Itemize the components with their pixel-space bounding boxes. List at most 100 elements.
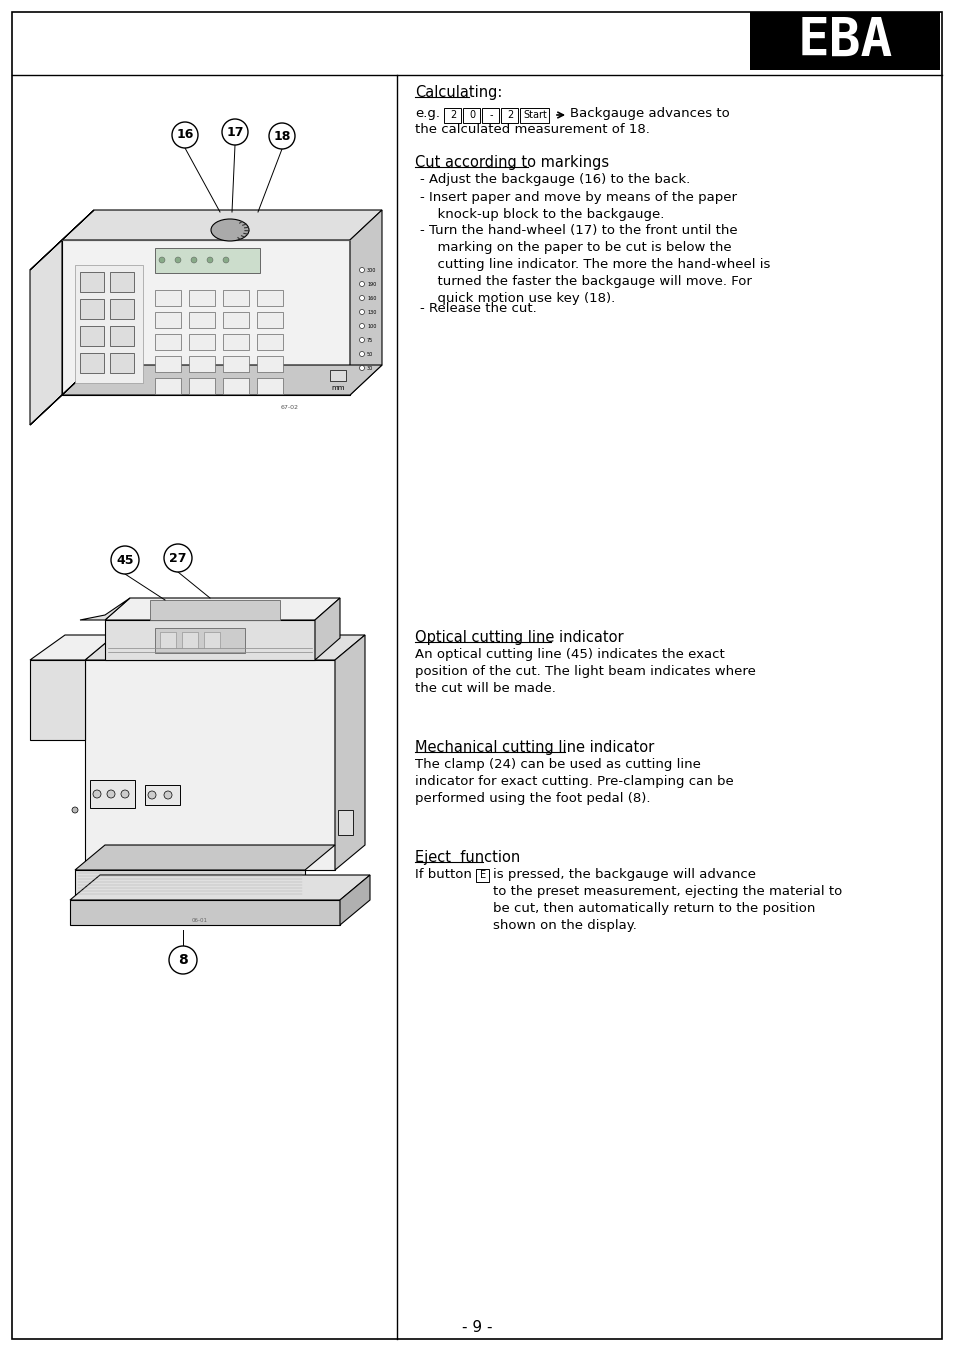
Circle shape (148, 790, 156, 798)
Bar (256, 334, 283, 350)
Text: Adjust the backgauge (16) to the back.: Adjust the backgauge (16) to the back. (429, 173, 690, 186)
Text: 160: 160 (367, 296, 376, 300)
Text: -: - (418, 173, 423, 186)
Polygon shape (85, 661, 335, 870)
Text: - 9 -: - 9 - (461, 1320, 492, 1335)
Circle shape (159, 257, 165, 263)
Ellipse shape (211, 219, 249, 240)
Text: -: - (418, 190, 423, 204)
Polygon shape (62, 365, 381, 394)
Bar (150, 600, 280, 620)
Bar (337, 811, 353, 835)
Bar (223, 378, 249, 394)
Polygon shape (70, 875, 370, 900)
Polygon shape (80, 598, 130, 620)
Bar (160, 632, 175, 648)
Circle shape (172, 122, 198, 149)
Circle shape (71, 807, 78, 813)
Polygon shape (30, 635, 115, 661)
Text: 18: 18 (273, 130, 291, 142)
Text: 75: 75 (367, 338, 373, 343)
Bar (110, 353, 133, 373)
Bar (749, 12, 939, 70)
Polygon shape (339, 875, 370, 925)
Bar (80, 353, 104, 373)
Bar (256, 357, 283, 372)
Text: Eject  function: Eject function (415, 850, 519, 865)
Circle shape (359, 366, 364, 370)
Text: The clamp (24) can be used as cutting line
indicator for exact cutting. Pre-clam: The clamp (24) can be used as cutting li… (415, 758, 733, 805)
Bar (145, 785, 180, 805)
Circle shape (92, 790, 101, 798)
Bar (330, 370, 346, 381)
FancyBboxPatch shape (476, 869, 489, 881)
Bar (154, 628, 245, 653)
Bar (75, 265, 143, 382)
Circle shape (169, 946, 196, 974)
Bar (80, 272, 104, 292)
Polygon shape (30, 365, 94, 426)
Bar (223, 290, 249, 305)
Text: 8: 8 (178, 952, 188, 967)
Circle shape (174, 257, 181, 263)
Text: 30: 30 (367, 366, 373, 370)
Polygon shape (30, 661, 85, 740)
Text: 300: 300 (367, 267, 376, 273)
Circle shape (269, 123, 294, 149)
Text: E: E (479, 870, 485, 880)
Polygon shape (350, 209, 381, 394)
Bar (154, 378, 181, 394)
Bar (154, 290, 181, 305)
Text: -: - (418, 303, 423, 315)
Bar (189, 334, 214, 350)
Text: 16: 16 (176, 128, 193, 142)
Bar (80, 326, 104, 346)
Circle shape (164, 544, 192, 571)
Bar (90, 780, 135, 808)
Text: Turn the hand-wheel (17) to the front until the
  marking on the paper to be cut: Turn the hand-wheel (17) to the front un… (429, 224, 770, 305)
Text: 06-01: 06-01 (192, 917, 208, 923)
Text: 100: 100 (367, 323, 376, 328)
Text: Insert paper and move by means of the paper
  knock-up block to the backgauge.: Insert paper and move by means of the pa… (429, 190, 737, 222)
FancyBboxPatch shape (482, 108, 499, 123)
Circle shape (107, 790, 115, 798)
Bar (256, 378, 283, 394)
Circle shape (207, 257, 213, 263)
Polygon shape (30, 209, 94, 270)
Text: Calculating:: Calculating: (415, 85, 502, 100)
Text: EBA: EBA (797, 15, 892, 68)
Bar (223, 357, 249, 372)
Text: Mechanical cutting line indicator: Mechanical cutting line indicator (415, 740, 654, 755)
Text: Start: Start (522, 109, 546, 120)
Bar (189, 357, 214, 372)
Bar (110, 272, 133, 292)
Bar (223, 312, 249, 328)
Text: 2: 2 (450, 109, 456, 120)
Circle shape (359, 267, 364, 273)
Bar (110, 299, 133, 319)
Text: Backgauge advances to: Backgauge advances to (569, 107, 729, 120)
Polygon shape (105, 598, 339, 620)
Text: mm: mm (331, 385, 344, 390)
Text: Release the cut.: Release the cut. (429, 303, 537, 315)
Text: -: - (418, 224, 423, 236)
Circle shape (359, 309, 364, 315)
Bar (154, 334, 181, 350)
Polygon shape (62, 209, 381, 240)
Bar (204, 632, 220, 648)
Text: 27: 27 (169, 551, 187, 565)
Polygon shape (335, 635, 365, 870)
Polygon shape (75, 844, 335, 870)
Bar (189, 378, 214, 394)
Circle shape (222, 119, 248, 145)
Polygon shape (75, 870, 305, 900)
Circle shape (359, 281, 364, 286)
Text: 0: 0 (469, 109, 475, 120)
Text: -: - (489, 109, 493, 120)
Circle shape (359, 338, 364, 343)
Text: 67-02: 67-02 (281, 405, 298, 409)
Polygon shape (105, 620, 314, 661)
Text: 45: 45 (116, 554, 133, 566)
Bar (182, 632, 198, 648)
Text: Cut according to markings: Cut according to markings (415, 155, 608, 170)
